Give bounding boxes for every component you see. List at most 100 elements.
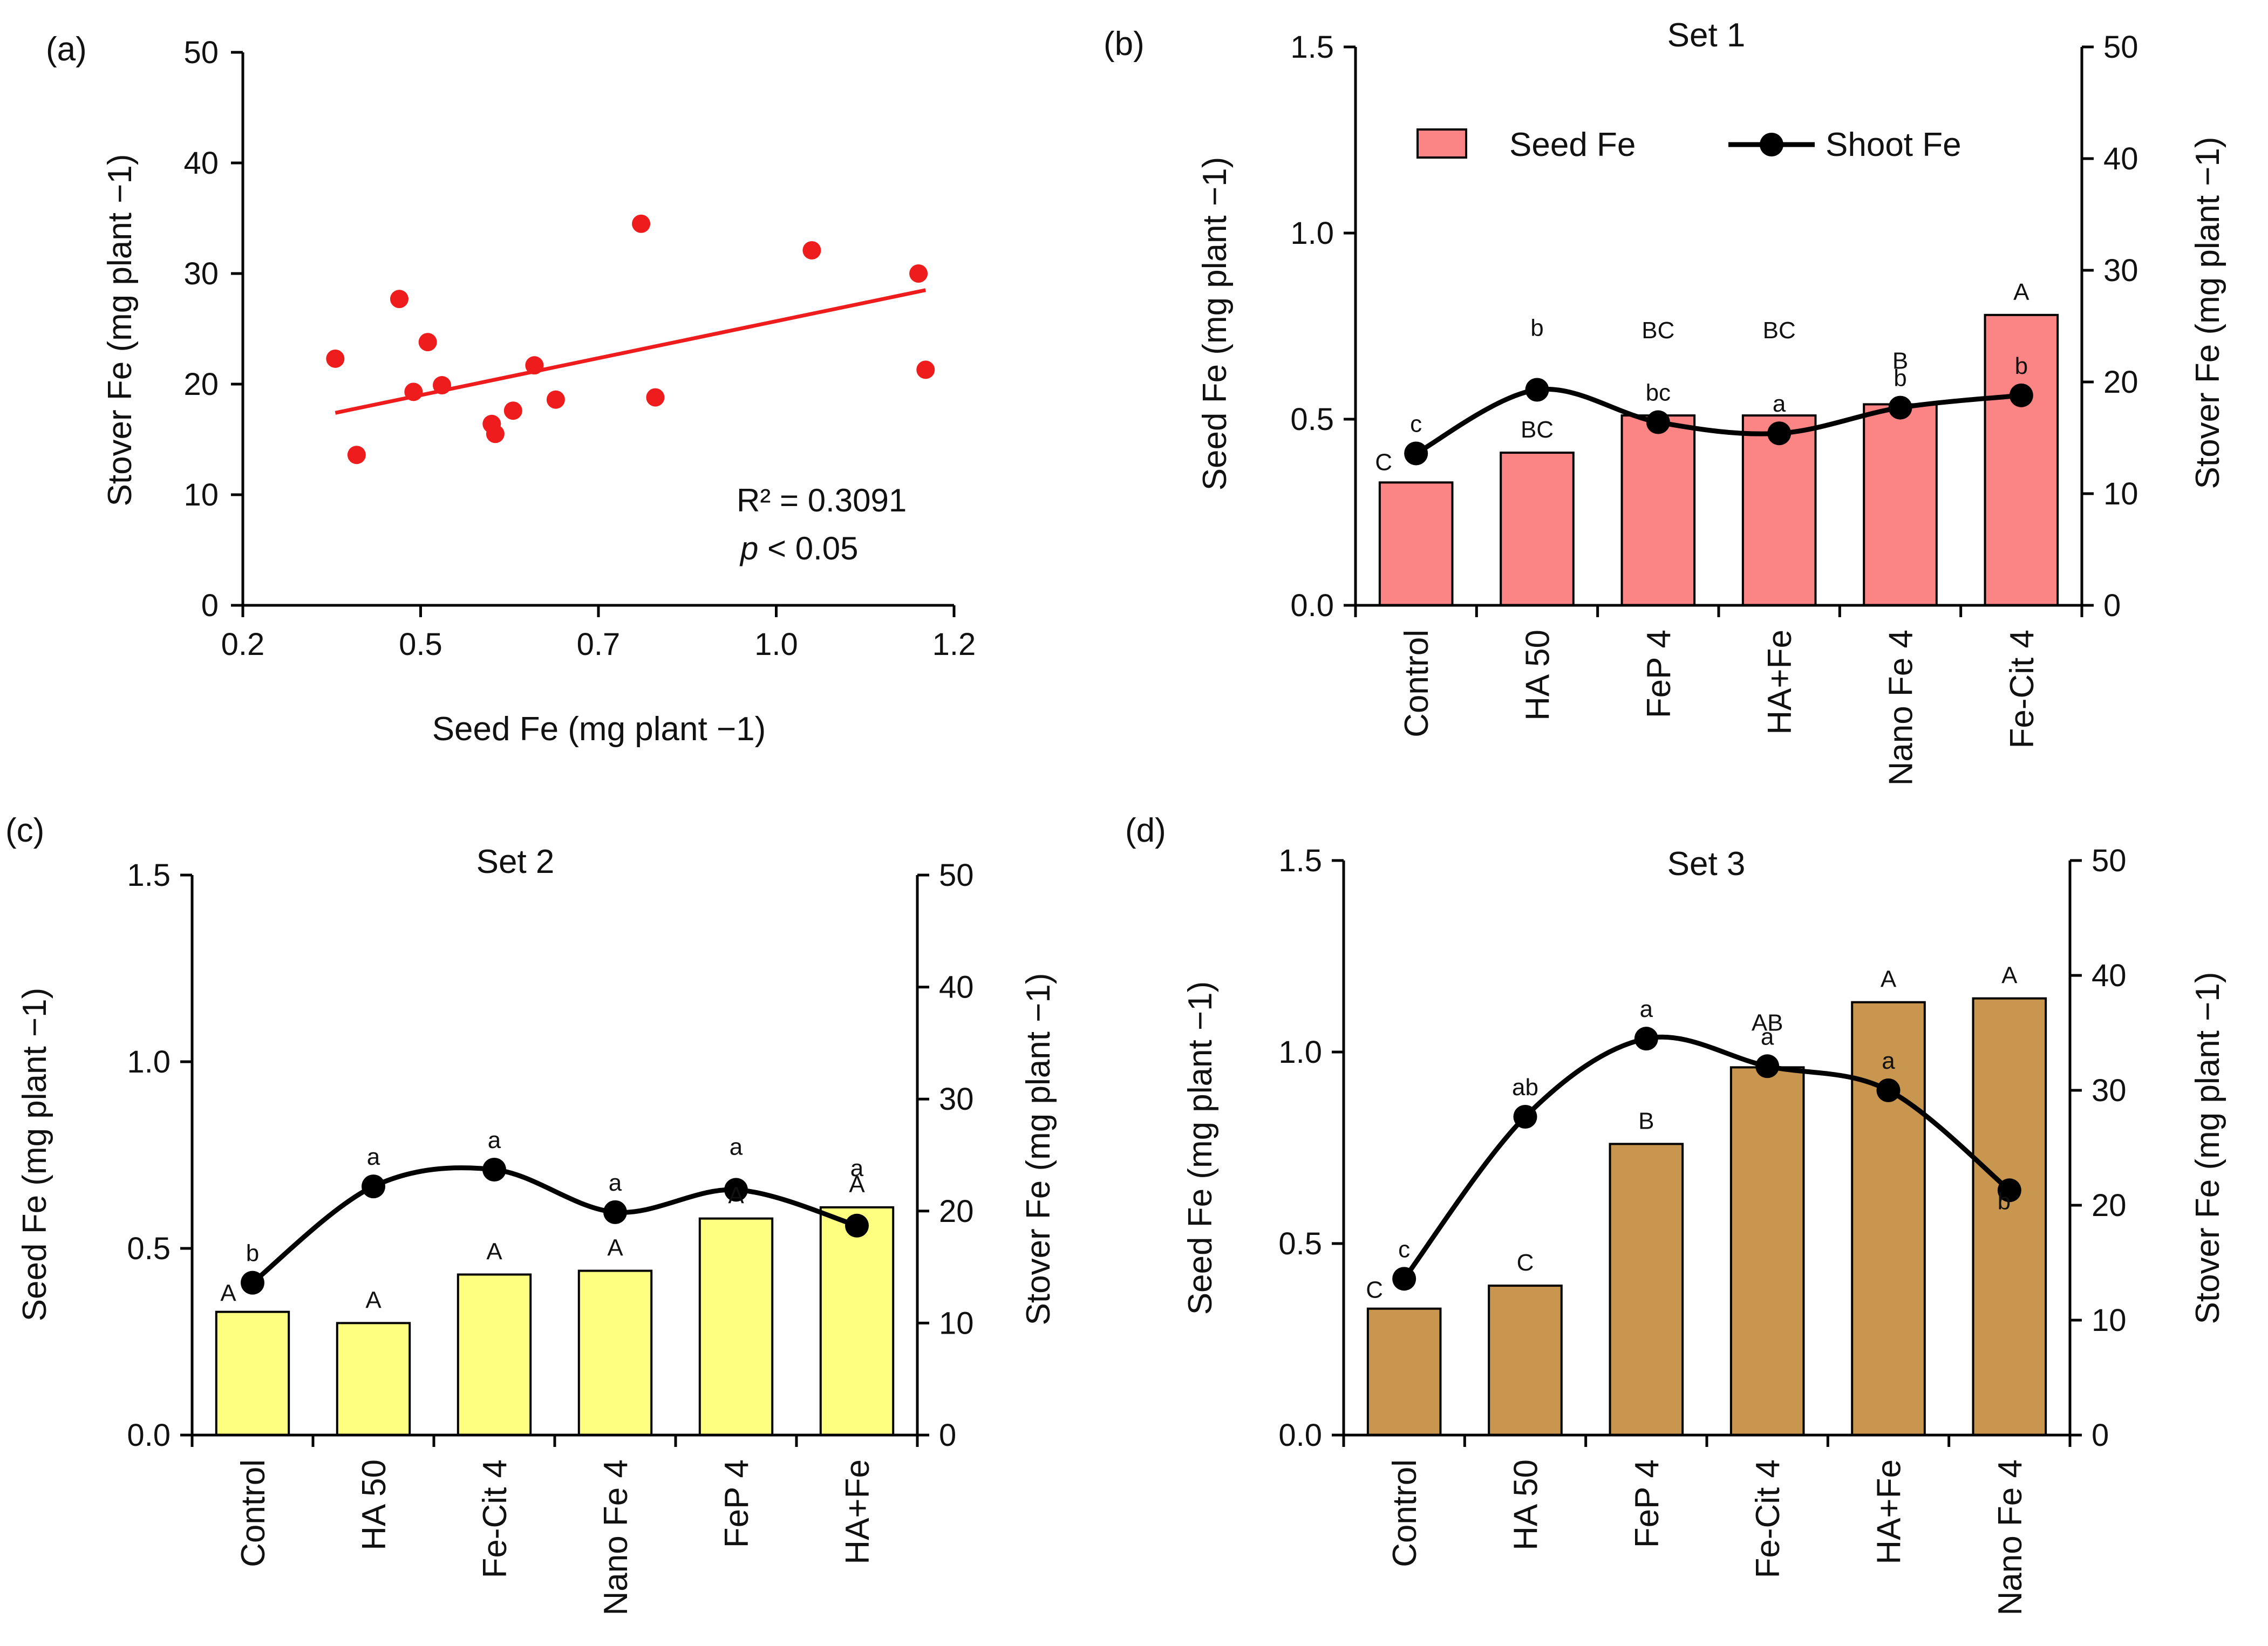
right-y-tick-label: 30 [2103,253,2138,288]
category-label: HA+Fe [1761,630,1799,735]
right-y-tick-label: 50 [939,858,974,893]
scatter-point [546,390,565,409]
scatter-point [433,376,452,395]
scatter-points [326,214,935,465]
line-significance-letter: a [850,1155,864,1181]
seed-fe-bar [457,1273,532,1436]
p-symbol: p [739,530,758,566]
set2-line-letters: b a a a a a [246,1127,864,1267]
y-tick-label: 20 [183,367,219,402]
seed-fe-bar [1366,1307,1442,1436]
left-y-tick-label: 1.0 [1290,216,1334,251]
left-y-tick-label: 1.0 [127,1044,171,1080]
line-significance-letter: a [730,1133,743,1160]
left-y-tick-label: 0.5 [1290,402,1334,437]
set3-left-axis-title: Seed Fe (mg plant −1) [1182,981,1219,1315]
set3-markers [1392,1027,2021,1291]
shoot-fe-marker [1404,441,1428,466]
category-label: HA+Fe [839,1459,876,1565]
bar-significance-letter: C [1366,1277,1383,1303]
panel-a-scatter: (a) 0 10 20 30 40 50 0.2 0.5 0.7 1.0 1.2 R² = 0.30… [46,31,976,748]
legend-seed-fe-label: Seed Fe [1509,126,1636,163]
line-significance-letter: a [609,1170,622,1196]
set2-bar-letters: A A A A A A [220,1171,865,1314]
line-significance-letter: a [488,1127,501,1153]
set1-markers [1404,378,2033,466]
bar-significance-letter: A [365,1287,382,1313]
scatter-point [418,333,437,352]
y-tick-label: 10 [183,477,219,513]
set2-category-labels: Control HA 50 Fe-Cit 4 Nano Fe 4 FeP 4 HA+Fe [235,1459,876,1616]
set3-shoot-fe-line [1402,1034,2011,1281]
line-significance-letter: bc [1646,380,1671,406]
left-y-tick-label: 0.0 [127,1418,171,1453]
panel-d-label: (d) [1125,812,1166,849]
category-label: Nano Fe 4 [597,1459,635,1616]
seed-fe-bar [1863,403,1938,607]
right-y-tick-label: 30 [939,1082,974,1117]
shoot-fe-marker [1888,395,1912,420]
right-y-tick-label: 40 [2092,958,2127,993]
left-y-tick-label: 0.0 [1290,588,1334,623]
x-tick-label: 0.7 [577,627,621,662]
x-tick-label: 0.5 [399,627,442,662]
scatter-point [632,214,651,233]
right-y-tick-label: 0 [2103,588,2121,623]
bar-significance-letter: A [486,1238,502,1265]
shoot-fe-marker [603,1200,627,1224]
line-significance-letter: a [367,1144,380,1170]
shoot-fe-marker [2009,383,2033,407]
shoot-fe-marker [241,1271,264,1295]
right-y-tick-label: 20 [939,1194,974,1229]
category-label: HA 50 [356,1459,393,1551]
seed-fe-bar [215,1310,290,1436]
scatter-point [802,241,821,259]
legend-seed-fe-swatch [1416,128,1467,159]
left-y-tick-label: 1.5 [1290,30,1334,65]
left-y-tick-label: 1.0 [1278,1035,1322,1070]
seed-fe-bar [698,1217,774,1436]
category-label: Control [235,1459,272,1567]
seed-fe-bar [1488,1285,1563,1437]
panel-a-label: (a) [46,31,87,68]
scatter-point [390,290,408,309]
line-significance-letter: a [1773,391,1786,417]
set1-line-letters: c b bc a b b [1410,315,2028,437]
category-label: Fe-Cit 4 [1749,1459,1787,1578]
line-significance-letter: c [1410,411,1422,437]
legend-shoot-fe-marker [1760,133,1783,156]
scatter-point [404,383,423,401]
shoot-fe-marker [1876,1078,1901,1102]
shoot-fe-marker [724,1178,748,1202]
category-label: Control [1386,1459,1424,1567]
seed-fe-bar [1609,1143,1684,1436]
line-significance-letter: b [2015,353,2028,379]
seed-fe-bar [1500,452,1575,606]
panel-c-label: (c) [5,812,44,849]
set2-markers [241,1157,869,1295]
category-label: Fe-Cit 4 [476,1459,514,1578]
bar-significance-letter: B [1638,1108,1654,1134]
line-significance-letter: b [1530,315,1543,341]
trend-line [335,288,926,415]
set3-bar-letters: C C B AB A A [1366,962,2018,1303]
y-tick-label: 30 [183,256,219,291]
left-y-tick-label: 0.0 [1278,1418,1322,1453]
shoot-fe-marker [1646,410,1670,434]
set3-axes: 0.0 0.5 1.0 1.5 0 10 20 30 40 50 [1278,843,2126,1453]
right-y-tick-label: 50 [2103,30,2138,65]
scatter-point [486,425,505,443]
panel-b-set1: (b) Set 1 0.0 0.5 1.0 1.5 0 10 20 30 40 50 C BC BC B… [1104,17,2226,786]
category-label: FeP 4 [1629,1459,1666,1548]
set1-shoot-fe-line [1415,386,2022,456]
p-value-label: p < 0.05 [739,530,859,566]
shoot-fe-marker [1392,1267,1416,1291]
scatter-point [347,446,366,465]
category-label: Fe-Cit 4 [2004,630,2041,748]
set2-axes: 0.0 0.5 1.0 1.5 0 10 20 30 40 50 [127,858,973,1453]
scatter-point [326,349,345,368]
category-label: HA+Fe [1871,1459,1908,1565]
set2-right-axis-title: Stover Fe (mg plant −1) [1020,973,1057,1326]
left-y-tick-label: 1.5 [1278,843,1322,878]
